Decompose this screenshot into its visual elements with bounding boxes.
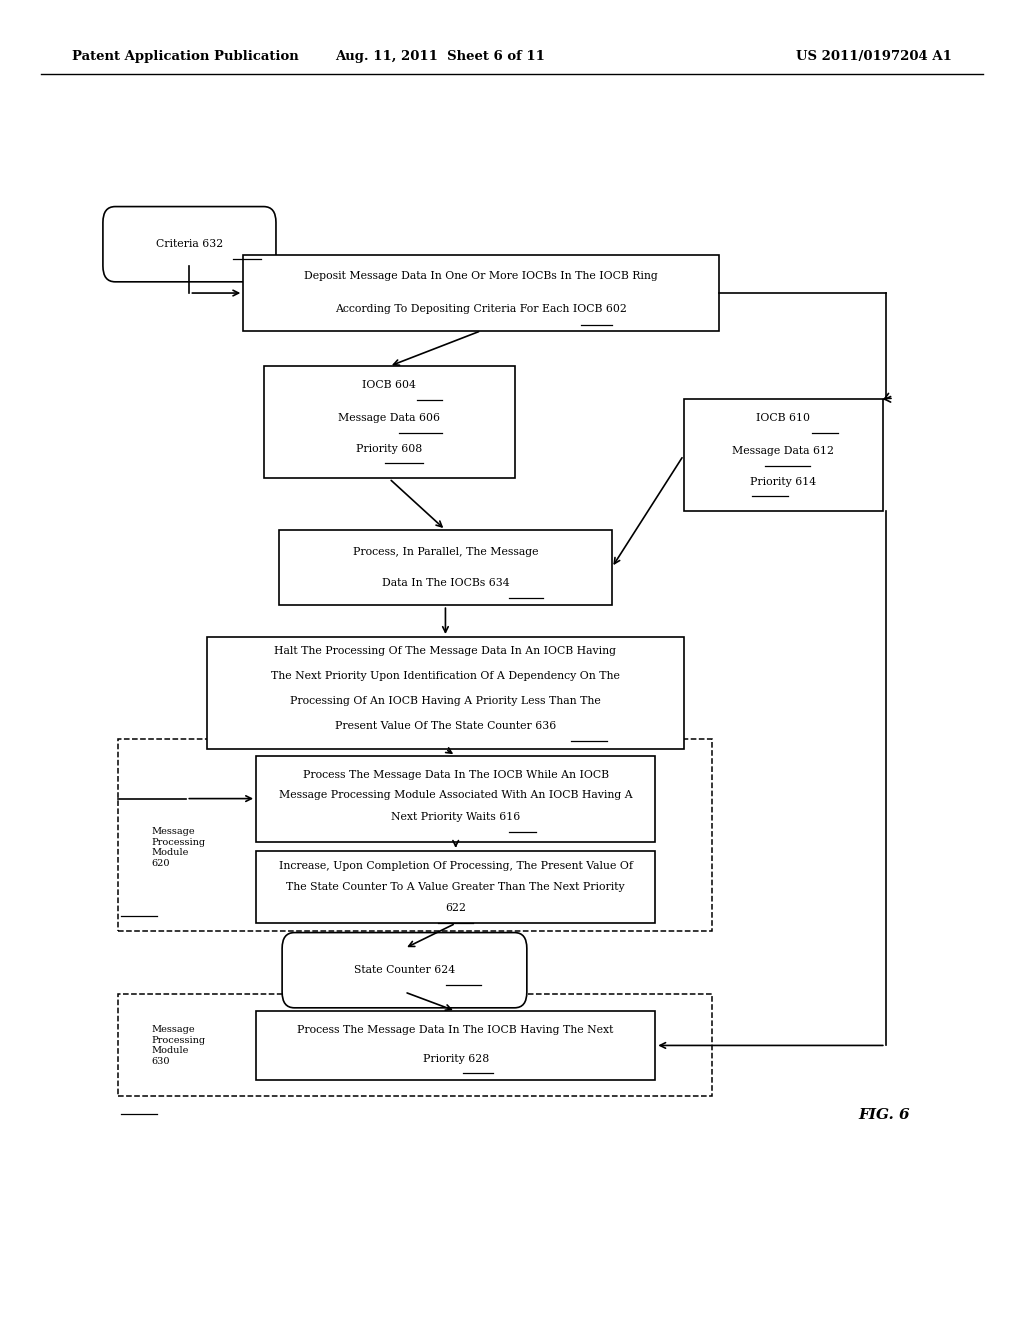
Text: Priority 608: Priority 608 [356, 444, 422, 454]
Text: Message Processing Module Associated With An IOCB Having A: Message Processing Module Associated Wit… [279, 789, 633, 800]
Text: US 2011/0197204 A1: US 2011/0197204 A1 [797, 50, 952, 63]
FancyBboxPatch shape [102, 206, 275, 281]
Text: Process The Message Data In The IOCB Having The Next: Process The Message Data In The IOCB Hav… [298, 1024, 613, 1035]
Text: State Counter 624: State Counter 624 [354, 965, 455, 975]
FancyBboxPatch shape [243, 255, 719, 330]
Text: Criteria 632: Criteria 632 [156, 239, 223, 249]
Text: The State Counter To A Value Greater Than The Next Priority: The State Counter To A Value Greater Tha… [287, 882, 625, 892]
Text: Process, In Parallel, The Message: Process, In Parallel, The Message [352, 546, 539, 557]
Text: Next Priority Waits 616: Next Priority Waits 616 [391, 812, 520, 822]
Text: Message
Processing
Module
620: Message Processing Module 620 [152, 828, 206, 867]
Text: Aug. 11, 2011  Sheet 6 of 11: Aug. 11, 2011 Sheet 6 of 11 [336, 50, 545, 63]
Text: Processing Of An IOCB Having A Priority Less Than The: Processing Of An IOCB Having A Priority … [290, 696, 601, 706]
Text: Message Data 606: Message Data 606 [338, 413, 440, 424]
Text: Patent Application Publication: Patent Application Publication [72, 50, 298, 63]
Text: Halt The Processing Of The Message Data In An IOCB Having: Halt The Processing Of The Message Data … [274, 645, 616, 656]
Text: IOCB 604: IOCB 604 [362, 380, 416, 391]
Text: According To Depositing Criteria For Each IOCB 602: According To Depositing Criteria For Eac… [335, 304, 628, 314]
Text: Increase, Upon Completion Of Processing, The Present Value Of: Increase, Upon Completion Of Processing,… [279, 861, 633, 871]
Text: Message Data 612: Message Data 612 [732, 446, 835, 457]
Text: Present Value Of The State Counter 636: Present Value Of The State Counter 636 [335, 721, 556, 731]
Text: Deposit Message Data In One Or More IOCBs In The IOCB Ring: Deposit Message Data In One Or More IOCB… [304, 271, 658, 281]
FancyBboxPatch shape [256, 1011, 655, 1080]
Text: 622: 622 [445, 903, 466, 913]
Text: Data In The IOCBs 634: Data In The IOCBs 634 [382, 578, 509, 589]
Text: IOCB 610: IOCB 610 [757, 413, 810, 424]
Text: FIG. 6: FIG. 6 [858, 1109, 909, 1122]
Text: Message
Processing
Module
630: Message Processing Module 630 [152, 1026, 206, 1065]
FancyBboxPatch shape [264, 366, 514, 478]
Text: Priority 614: Priority 614 [751, 477, 816, 487]
Text: The Next Priority Upon Identification Of A Dependency On The: The Next Priority Upon Identification Of… [271, 671, 620, 681]
FancyBboxPatch shape [283, 932, 526, 1008]
Text: Priority 628: Priority 628 [423, 1053, 488, 1064]
FancyBboxPatch shape [684, 399, 883, 511]
FancyBboxPatch shape [279, 529, 611, 605]
Text: Process The Message Data In The IOCB While An IOCB: Process The Message Data In The IOCB Whi… [303, 770, 608, 780]
FancyBboxPatch shape [256, 851, 655, 924]
FancyBboxPatch shape [256, 755, 655, 842]
FancyBboxPatch shape [207, 638, 684, 750]
